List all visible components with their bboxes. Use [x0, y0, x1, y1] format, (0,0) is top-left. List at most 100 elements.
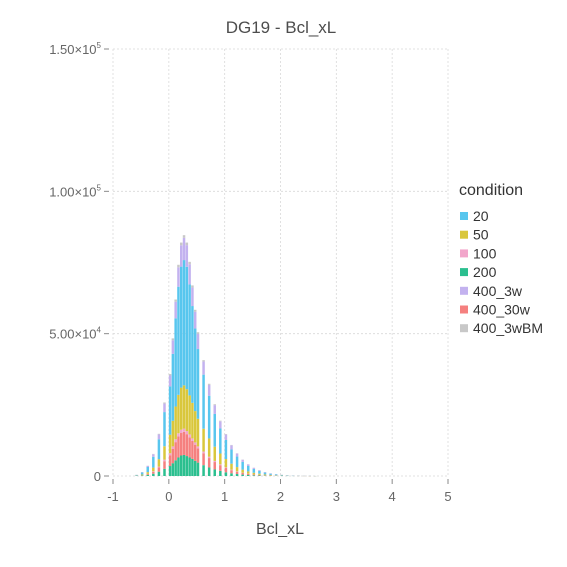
bar-segment-100: [193, 442, 197, 445]
bar-segment-400_3w: [171, 340, 175, 354]
bar-segment-400_3wBM: [224, 434, 228, 435]
bar-segment-50: [185, 389, 189, 432]
bar-segment-400_3w: [157, 434, 161, 440]
bar-segment-200: [163, 468, 166, 476]
legend: condition 20 50 100 200 400_3w 400_30w 400_3wB…: [459, 182, 543, 336]
y-tick-label-exponent: 5: [97, 41, 102, 50]
bar-segment-400_30w: [219, 465, 222, 471]
bar-segment-50: [157, 459, 161, 467]
bar-segment-400_3w: [207, 384, 211, 396]
bar-segment-400_3w: [185, 245, 189, 267]
bar-segment-20: [185, 266, 189, 390]
bar-segment-400_30w: [193, 444, 197, 461]
bar-segment-20: [135, 474, 138, 476]
bar-segment-200: [230, 473, 233, 476]
legend-item-label: 20: [473, 208, 489, 224]
bar-segment-20: [258, 470, 261, 474]
bar-segment-50: [269, 474, 272, 476]
bar-segment-50: [174, 406, 177, 440]
bar-segment-400_3w: [146, 465, 149, 468]
bar-segment-400_3w: [263, 472, 267, 473]
grid-layer: [112, 48, 449, 477]
legend-item-label: 50: [473, 227, 489, 243]
bar-segment-400_30w: [174, 442, 177, 461]
bar-segment-20: [140, 472, 144, 475]
bar-segment-100: [230, 469, 233, 471]
bar-segment-50: [191, 402, 194, 439]
bar-segment-50: [168, 434, 172, 454]
bar-segment-50: [188, 395, 191, 435]
bar-segment-200: [196, 462, 200, 476]
bar-segment-400_30w: [252, 474, 256, 476]
bar-segment-400_3w: [219, 421, 222, 429]
bar-segment-400_3w: [180, 245, 183, 267]
bar-segment-400_3w: [163, 403, 166, 413]
bar-segment-50: [235, 467, 239, 472]
bar-segment-400_3wBM: [219, 420, 222, 422]
bar-segment-50: [182, 385, 186, 429]
legend-swatch: [460, 268, 468, 277]
bar-segment-50: [247, 471, 250, 474]
bar-segment-400_30w: [202, 453, 205, 466]
bar-segment-20: [224, 439, 228, 460]
bar-segment-400_3wBM: [213, 404, 216, 406]
bar-segment-200: [185, 456, 189, 476]
bar-segment-400_3wBM: [171, 338, 175, 341]
bar-segment-200: [224, 472, 228, 476]
legend-item-label: 100: [473, 245, 497, 261]
bar-segment-20: [207, 395, 211, 439]
bar-segment-20: [241, 461, 244, 470]
bar-segment-400_3w: [191, 287, 194, 307]
bar-segment-200: [191, 458, 194, 476]
bar-segment-400_3w: [188, 264, 191, 285]
bar-segment-100: [182, 428, 186, 432]
bar-segment-100: [180, 429, 183, 434]
bar-segment-200: [146, 474, 149, 476]
bar-segment-400_3w: [230, 445, 233, 450]
y-tick-label-base: 1.50×10: [49, 42, 96, 57]
bar-segment-100: [188, 434, 191, 438]
bar-segment-20: [235, 456, 239, 468]
bar-segment-100: [177, 433, 180, 437]
bar-segment-400_3wBM: [157, 433, 161, 435]
bar-segment-400_3w: [247, 464, 250, 466]
bar-segment-400_3w: [202, 361, 205, 375]
bar-segment-20: [152, 456, 155, 468]
bar-segment-400_30w: [247, 473, 250, 476]
bar-segment-20: [157, 439, 161, 460]
bar-segment-50: [241, 469, 244, 473]
bar-segment-100: [213, 460, 216, 463]
y-tick-label-exponent: 4: [97, 326, 102, 335]
bar-segment-200: [168, 466, 172, 476]
bar-segment-50: [171, 420, 175, 447]
bar-segment-400_3w: [258, 470, 261, 471]
bar-segment-200: [177, 457, 180, 476]
bar-segment-400_30w: [230, 470, 233, 474]
bar-segment-20: [219, 428, 222, 454]
bar-segment-400_30w: [182, 431, 186, 455]
bar-segment-20: [230, 449, 233, 464]
bar-segment-400_3wBM: [202, 360, 205, 362]
bar-segment-50: [202, 428, 205, 452]
bar-segment-400_3w: [174, 301, 177, 319]
bar-segment-50: [177, 394, 180, 434]
bar-segment-400_30w: [207, 458, 211, 468]
legend-swatch: [460, 249, 468, 258]
bar-segment-400_30w: [213, 462, 216, 470]
bar-segment-200: [180, 455, 183, 476]
bar-segment-200: [157, 471, 161, 476]
y-tick-label: 1.00×105: [49, 183, 101, 199]
bar-segment-100: [191, 438, 194, 441]
bar-segment-100: [202, 451, 205, 454]
bar-segment-100: [168, 453, 172, 456]
bar-segment-50: [263, 474, 267, 476]
bar-segment-20: [191, 306, 194, 403]
bar-segment-400_30w: [196, 448, 200, 463]
bars-layer: [135, 235, 317, 477]
bar-segment-20: [146, 467, 149, 473]
bar-segment-200: [247, 475, 250, 476]
bar-segment-50: [193, 411, 197, 443]
bar-segment-400_3wBM: [174, 299, 177, 302]
